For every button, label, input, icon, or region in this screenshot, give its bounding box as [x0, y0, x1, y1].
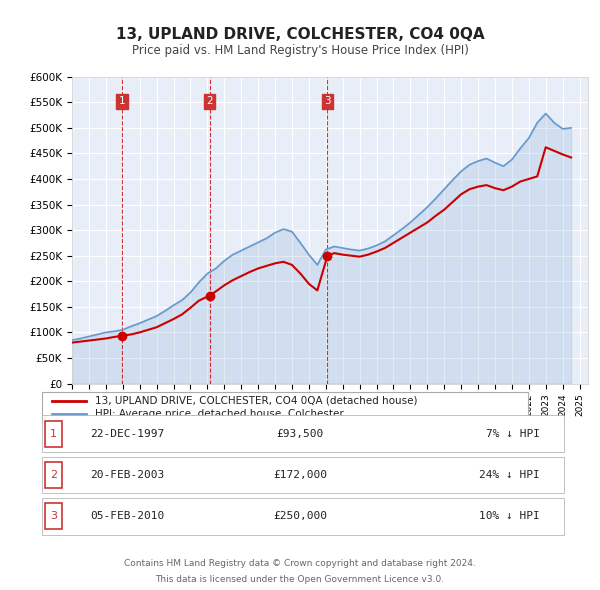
Text: 3: 3 [324, 96, 331, 106]
Text: 20-FEB-2003: 20-FEB-2003 [90, 470, 164, 480]
Text: 10% ↓ HPI: 10% ↓ HPI [479, 512, 540, 521]
Text: 3: 3 [50, 512, 57, 521]
Text: 2: 2 [50, 470, 57, 480]
Text: This data is licensed under the Open Government Licence v3.0.: This data is licensed under the Open Gov… [155, 575, 445, 584]
Text: £250,000: £250,000 [273, 512, 327, 521]
Text: £172,000: £172,000 [273, 470, 327, 480]
Text: 2: 2 [206, 96, 213, 106]
Text: 1: 1 [50, 429, 57, 438]
Text: 13, UPLAND DRIVE, COLCHESTER, CO4 0QA (detached house): 13, UPLAND DRIVE, COLCHESTER, CO4 0QA (d… [95, 396, 418, 405]
Text: 05-FEB-2010: 05-FEB-2010 [90, 512, 164, 521]
Text: £93,500: £93,500 [277, 429, 323, 438]
Text: 1: 1 [119, 96, 125, 106]
Text: 13, UPLAND DRIVE, COLCHESTER, CO4 0QA: 13, UPLAND DRIVE, COLCHESTER, CO4 0QA [116, 27, 484, 41]
Text: 7% ↓ HPI: 7% ↓ HPI [486, 429, 540, 438]
Text: HPI: Average price, detached house, Colchester: HPI: Average price, detached house, Colc… [95, 409, 344, 418]
Text: Contains HM Land Registry data © Crown copyright and database right 2024.: Contains HM Land Registry data © Crown c… [124, 559, 476, 568]
FancyBboxPatch shape [42, 392, 528, 422]
Text: 24% ↓ HPI: 24% ↓ HPI [479, 470, 540, 480]
Text: 22-DEC-1997: 22-DEC-1997 [90, 429, 164, 438]
Text: Price paid vs. HM Land Registry's House Price Index (HPI): Price paid vs. HM Land Registry's House … [131, 44, 469, 57]
